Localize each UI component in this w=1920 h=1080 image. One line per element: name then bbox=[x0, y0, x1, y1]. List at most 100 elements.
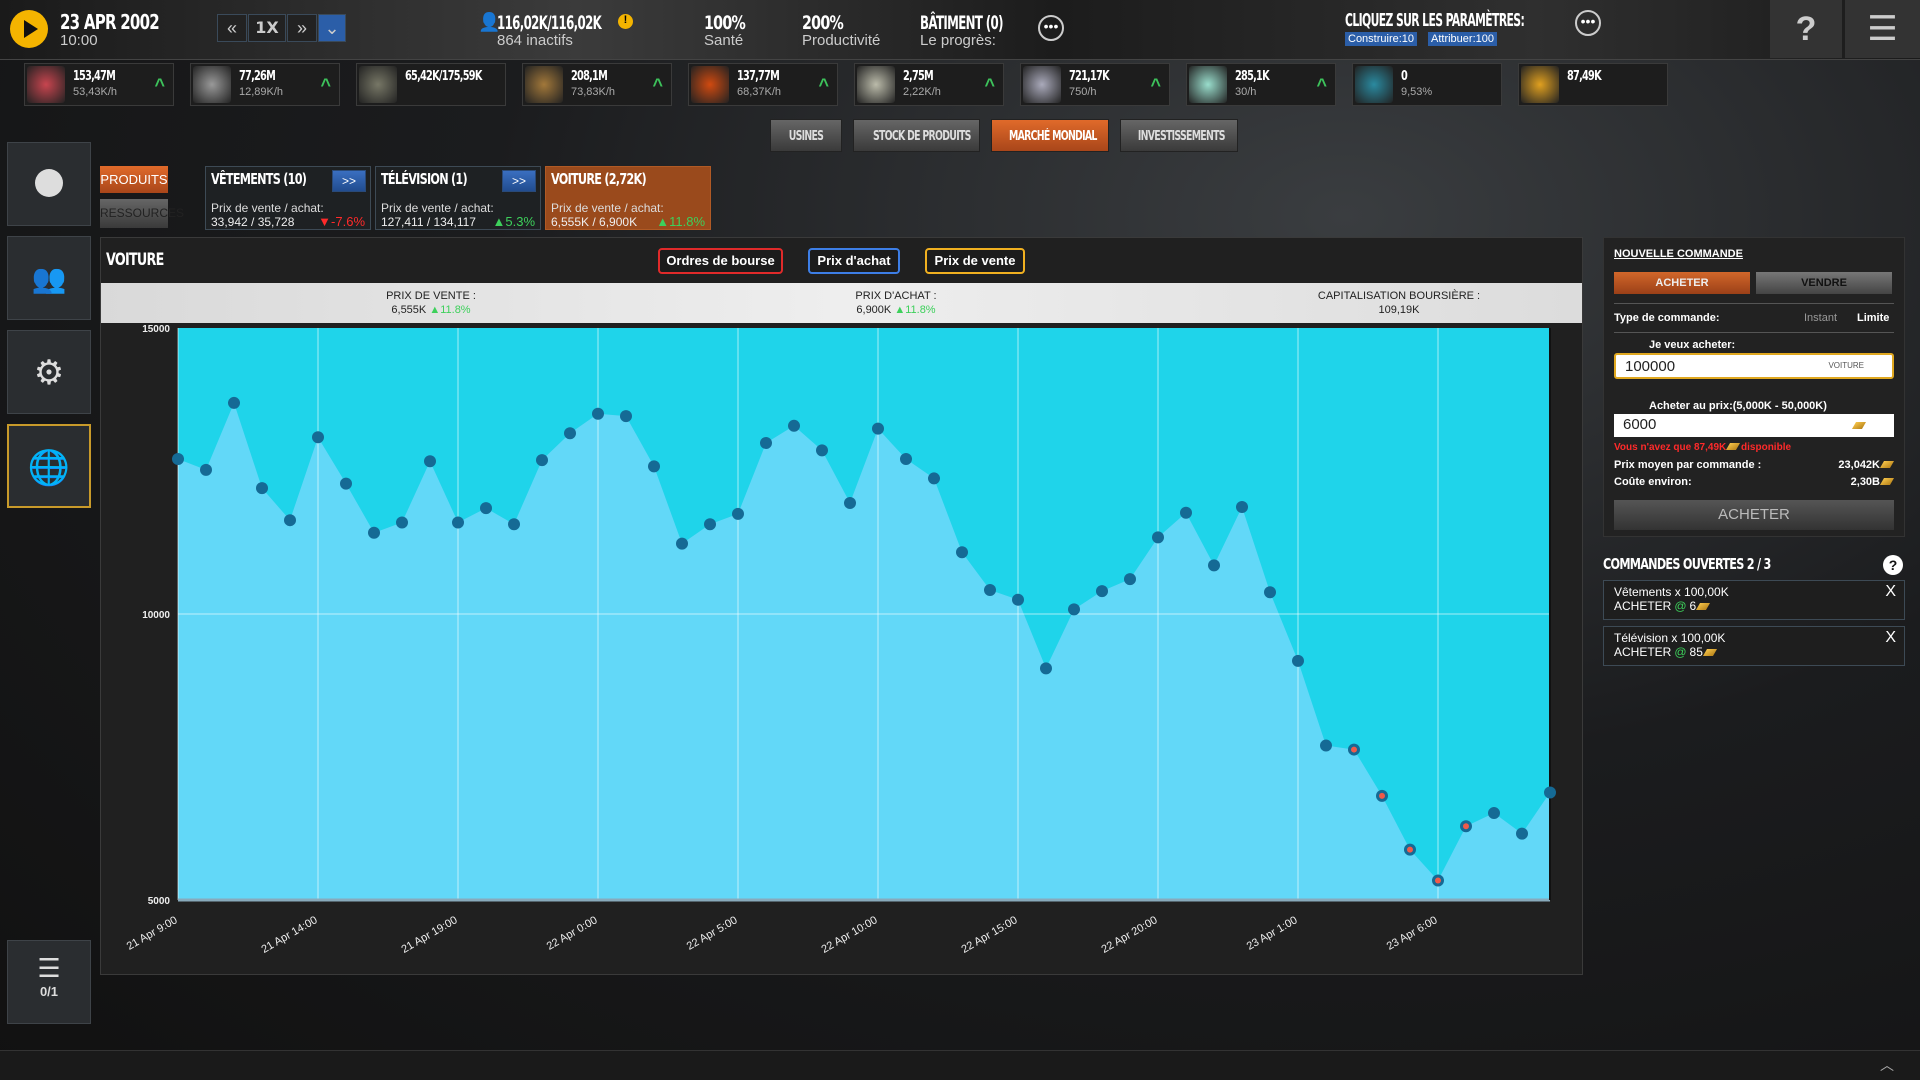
data-point bbox=[1236, 501, 1248, 514]
data-point bbox=[872, 422, 884, 435]
order-type-limit[interactable]: Limite bbox=[1857, 312, 1890, 324]
resource-rate: 750/h bbox=[1069, 86, 1097, 98]
sidebar-item-queue[interactable]: ☰ 0/1 bbox=[7, 940, 91, 1024]
price-change: ▼-7.6% bbox=[318, 214, 365, 229]
nav-tab[interactable]: INVESTISSEMENTS bbox=[1120, 119, 1238, 152]
resource-tile[interactable]: 77,26M 12,89K/h ^ bbox=[190, 63, 340, 106]
open-product-button[interactable]: >> bbox=[502, 170, 536, 192]
sidebar-item-people[interactable]: 👥 bbox=[7, 236, 91, 320]
quantity-input[interactable]: 100000 VOITURE bbox=[1614, 353, 1894, 379]
market-cap-value: 109,19K bbox=[1378, 304, 1420, 316]
open-product-button[interactable]: >> bbox=[332, 170, 366, 192]
resource-tile[interactable]: 721,17K 750/h ^ bbox=[1020, 63, 1170, 106]
resource-tile[interactable]: 2,75M 2,22K/h ^ bbox=[854, 63, 1004, 106]
buy-toggle[interactable]: ACHETER bbox=[1614, 272, 1750, 294]
chart-filter-button[interactable]: Ordres de bourse bbox=[658, 248, 783, 274]
x-tick-label: 22 Apr 5:00 bbox=[685, 914, 740, 953]
resource-amount: 2,75M bbox=[903, 69, 934, 84]
more-icon[interactable]: ••• bbox=[1038, 15, 1064, 41]
resource-tile[interactable]: 208,1M 73,83K/h ^ bbox=[522, 63, 672, 106]
open-order: Vêtements x 100,00K ACHETER @6 X bbox=[1603, 580, 1905, 620]
chevron-up-icon[interactable]: ︿ bbox=[1880, 1057, 1894, 1073]
funds-warning: Vous n'avez que 87,49K disponible bbox=[1614, 442, 1792, 453]
warning-icon[interactable]: ! bbox=[618, 14, 633, 29]
wood-log-icon bbox=[525, 66, 563, 103]
data-point bbox=[760, 436, 772, 449]
resource-tile[interactable]: 137,77M 68,37K/h ^ bbox=[688, 63, 838, 106]
order-type-label: Type de commande: bbox=[1614, 312, 1720, 324]
data-point bbox=[536, 454, 548, 467]
data-point bbox=[676, 537, 688, 550]
data-point bbox=[480, 502, 492, 515]
nav-tab-label: STOCK DE PRODUITS bbox=[872, 129, 971, 144]
faster-button[interactable]: » bbox=[287, 14, 317, 42]
chart-filter-button[interactable]: Prix de vente bbox=[925, 248, 1025, 274]
product-tab[interactable]: VÊTEMENTS (10) >> Prix de vente / achat: 33… bbox=[205, 166, 371, 230]
health-label: Santé bbox=[704, 32, 744, 49]
resource-tile[interactable]: 65,42K/175,59K bbox=[356, 63, 506, 106]
cancel-order-button[interactable]: X bbox=[1885, 583, 1896, 600]
data-point bbox=[648, 460, 660, 473]
data-point bbox=[592, 407, 604, 420]
slower-button[interactable]: « bbox=[217, 14, 247, 42]
chart-filter-button[interactable]: Prix d'achat bbox=[808, 248, 900, 274]
price-change: ▲5.3% bbox=[492, 214, 536, 229]
resource-amount: 721,17K bbox=[1069, 69, 1110, 84]
sidebar-item-market[interactable]: 🌐 bbox=[7, 424, 91, 508]
y-tick-label: 10000 bbox=[142, 610, 170, 621]
data-point bbox=[1320, 739, 1332, 752]
product-tab[interactable]: TÉLÉVISION (1) >> Prix de vente / achat: 12… bbox=[375, 166, 541, 230]
sidebar-item-settings[interactable]: ⚙ bbox=[7, 330, 91, 414]
order-type-instant[interactable]: Instant bbox=[1804, 312, 1838, 324]
resource-tile[interactable]: 0 9,53% bbox=[1352, 63, 1502, 106]
price-input[interactable]: 6000 bbox=[1614, 414, 1894, 437]
nav-tab[interactable]: MARCHÉ MONDIAL bbox=[991, 119, 1109, 152]
data-point bbox=[816, 444, 828, 457]
data-point bbox=[788, 419, 800, 432]
sell-toggle[interactable]: VENDRE bbox=[1756, 272, 1892, 294]
chevron-down-icon[interactable]: ⌄ bbox=[318, 14, 346, 42]
price-chart[interactable]: 21 Apr 9:00 21 Apr 14:00 21 Apr 19:00 22 Ap… bbox=[100, 323, 1583, 973]
resource-tile[interactable]: 285,1K 30/h ^ bbox=[1186, 63, 1336, 106]
submit-buy-button[interactable]: ACHETER bbox=[1614, 500, 1894, 530]
crystal-bar-icon bbox=[1189, 66, 1227, 103]
productivity-label: Productivité bbox=[802, 32, 881, 49]
products-tab[interactable]: PRODUITS bbox=[100, 166, 168, 193]
hammer-icon bbox=[359, 66, 397, 103]
product-tab[interactable]: VOITURE (2,72K) Prix de vente / achat: 6,5… bbox=[545, 166, 711, 230]
productivity-value: 200% bbox=[802, 12, 844, 34]
health-value: 100% bbox=[704, 12, 746, 34]
data-point bbox=[564, 427, 576, 440]
buy-price-change: ▲11.8% bbox=[894, 304, 936, 316]
assign-badge[interactable]: Attribuer:100 bbox=[1428, 32, 1497, 46]
product-tab-title: TÉLÉVISION (1) bbox=[381, 170, 468, 188]
x-tick-label: 22 Apr 15:00 bbox=[959, 914, 1019, 956]
nav-tab[interactable]: STOCK DE PRODUITS bbox=[853, 119, 980, 152]
menu-icon[interactable]: ☰ bbox=[1845, 0, 1920, 58]
avg-price-label: Prix moyen par commande : bbox=[1614, 459, 1762, 471]
nav-tab[interactable]: USINES bbox=[770, 119, 842, 152]
help-icon[interactable]: ? bbox=[1883, 555, 1903, 575]
build-badge[interactable]: Construire:10 bbox=[1345, 32, 1418, 46]
x-tick-label: 23 Apr 6:00 bbox=[1385, 914, 1440, 953]
data-point bbox=[1516, 827, 1528, 840]
order-action: ACHETER bbox=[1614, 599, 1672, 613]
sidebar-item-compass[interactable] bbox=[7, 142, 91, 226]
queue-count: 0/1 bbox=[39, 984, 59, 999]
cancel-order-button[interactable]: X bbox=[1885, 629, 1896, 646]
price-values: 127,411 / 134,117 bbox=[381, 215, 476, 229]
resource-tile[interactable]: 153,47M 53,43K/h ^ bbox=[24, 63, 174, 106]
price-values: 33,942 / 35,728 bbox=[211, 215, 295, 229]
bottle-icon bbox=[193, 66, 231, 103]
resource-tile[interactable]: 87,49K bbox=[1518, 63, 1668, 106]
resource-rate: 30/h bbox=[1235, 86, 1257, 98]
params-more-icon[interactable]: ••• bbox=[1575, 10, 1601, 36]
resource-amount: 77,26M bbox=[239, 69, 276, 84]
play-button[interactable] bbox=[10, 10, 48, 48]
chevron-up-icon: ^ bbox=[1316, 75, 1327, 95]
help-button[interactable]: ? bbox=[1770, 0, 1842, 58]
resource-amount: 137,77M bbox=[737, 69, 780, 84]
gold-icon bbox=[1702, 649, 1717, 656]
x-tick-label: 21 Apr 14:00 bbox=[259, 914, 319, 956]
resources-tab[interactable]: RESSOURCES bbox=[100, 199, 184, 228]
